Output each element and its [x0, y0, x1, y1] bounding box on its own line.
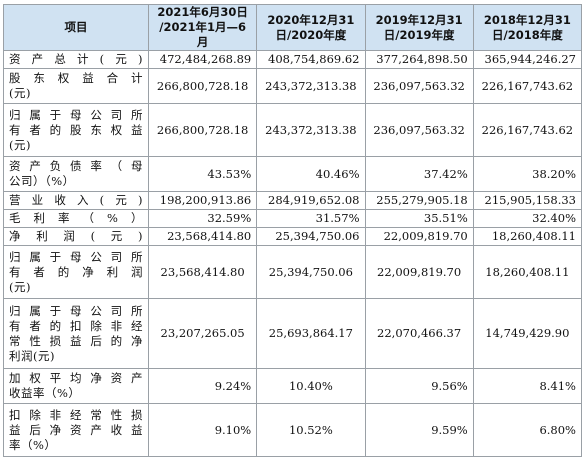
cell-value: 23,207,265.05	[147, 298, 258, 369]
header-2020: 2020年12月31 日/2020年度	[256, 4, 366, 51]
table-row: 营业收入(元) 198,200,913.86 284,919,652.08 25…	[3, 191, 583, 210]
cell-value: 38.20%	[472, 156, 583, 192]
row-label-debt-ratio: 资产负债率（母 公司）（%）	[3, 156, 149, 192]
row-label-parent-equity: 归属于母公司所 有者的股东权益 (元)	[3, 103, 149, 157]
header-2021h1: 2021年6月30日/2021年1月—6月	[147, 4, 258, 51]
header-2018: 2018年12月31 日/2018年度	[472, 4, 583, 51]
cell-value: 31.57%	[256, 209, 366, 228]
table-row: 归属于母公司所 有者的扣除非经 常性损益后的净 利润(元) 23,207,265.05…	[3, 298, 583, 369]
row-label-parent-net-profit: 归属于母公司所 有者的净利润 (元)	[3, 245, 149, 299]
row-label-weighted-roe: 加权平均净资产 收益率（%）	[3, 368, 149, 404]
cell-value: 25,693,864.17	[256, 298, 366, 369]
row-label-revenue: 营业收入(元)	[3, 191, 149, 210]
cell-value: 25,394,750.06	[256, 245, 366, 299]
financial-table-container: 项目 2021年6月30日/2021年1月—6月 2020年12月31 日/202…	[3, 4, 583, 457]
row-label-total-assets: 资产总计(元)	[3, 50, 149, 69]
cell-value: 10.40%	[256, 368, 366, 404]
table-row: 毛利率（%） 32.59% 31.57% 35.51% 32.40%	[3, 209, 583, 228]
cell-value: 25,394,750.06	[256, 227, 366, 246]
row-label-gross-margin: 毛利率（%）	[3, 209, 149, 228]
cell-value: 23,568,414.80	[147, 227, 258, 246]
table-row: 股东权益合计 (元) 266,800,728.18 243,372,313.38 …	[3, 68, 583, 104]
table-row: 加权平均净资产 收益率（%） 9.24% 10.40% 9.56% 8.41%	[3, 368, 583, 404]
header-row: 项目 2021年6月30日/2021年1月—6月 2020年12月31 日/202…	[3, 4, 583, 51]
cell-value: 226,167,743.62	[472, 103, 583, 157]
cell-value: 9.56%	[364, 368, 474, 404]
cell-value: 377,264,898.50	[364, 50, 474, 69]
cell-value: 284,919,652.08	[256, 191, 366, 210]
cell-value: 365,944,246.27	[472, 50, 583, 69]
cell-value: 9.24%	[147, 368, 258, 404]
financial-summary-table: 项目 2021年6月30日/2021年1月—6月 2020年12月31 日/202…	[3, 4, 583, 457]
table-row: 资产负债率（母 公司）（%） 43.53% 40.46% 37.42% 38.20…	[3, 156, 583, 192]
cell-value: 18,260,408.11	[472, 227, 583, 246]
cell-value: 35.51%	[364, 209, 474, 228]
cell-value: 255,279,905.18	[364, 191, 474, 210]
cell-value: 43.53%	[147, 156, 258, 192]
cell-value: 408,754,869.62	[256, 50, 366, 69]
header-2019: 2019年12月31 日/2019年度	[364, 4, 474, 51]
cell-value: 472,484,268.89	[147, 50, 258, 69]
cell-value: 8.41%	[472, 368, 583, 404]
table-row: 资产总计(元) 472,484,268.89 408,754,869.62 37…	[3, 50, 583, 69]
row-label-total-equity: 股东权益合计 (元)	[3, 68, 149, 104]
cell-value: 22,009,819.70	[364, 245, 474, 299]
cell-value: 266,800,728.18	[147, 68, 258, 104]
table-row: 净利润(元) 23,568,414.80 25,394,750.06 22,00…	[3, 227, 583, 246]
cell-value: 22,009,819.70	[364, 227, 474, 246]
cell-value: 9.59%	[364, 403, 474, 457]
row-label-net-profit: 净利润(元)	[3, 227, 149, 246]
cell-value: 40.46%	[256, 156, 366, 192]
table-row: 扣除非经常性损 益后净资产收益 率（%） 9.10% 10.52% 9.59% 6.…	[3, 403, 583, 457]
row-label-adjusted-net-profit: 归属于母公司所 有者的扣除非经 常性损益后的净 利润(元)	[3, 298, 149, 369]
cell-value: 9.10%	[147, 403, 258, 457]
header-item: 项目	[3, 4, 149, 51]
cell-value: 243,372,313.38	[256, 103, 366, 157]
cell-value: 37.42%	[364, 156, 474, 192]
cell-value: 18,260,408.11	[472, 245, 583, 299]
cell-value: 226,167,743.62	[472, 68, 583, 104]
cell-value: 236,097,563.32	[364, 68, 474, 104]
cell-value: 22,070,466.37	[364, 298, 474, 369]
cell-value: 23,568,414.80	[147, 245, 258, 299]
row-label-adjusted-roe: 扣除非经常性损 益后净资产收益 率（%）	[3, 403, 149, 457]
table-row: 归属于母公司所 有者的净利润 (元) 23,568,414.80 25,394,75…	[3, 245, 583, 299]
cell-value: 215,905,158.33	[472, 191, 583, 210]
cell-value: 236,097,563.32	[364, 103, 474, 157]
table-row: 归属于母公司所 有者的股东权益 (元) 266,800,728.18 243,372…	[3, 103, 583, 157]
cell-value: 14,749,429.90	[472, 298, 583, 369]
cell-value: 32.59%	[147, 209, 258, 228]
cell-value: 243,372,313.38	[256, 68, 366, 104]
cell-value: 10.52%	[256, 403, 366, 457]
cell-value: 266,800,728.18	[147, 103, 258, 157]
cell-value: 32.40%	[472, 209, 583, 228]
cell-value: 198,200,913.86	[147, 191, 258, 210]
cell-value: 6.80%	[472, 403, 583, 457]
